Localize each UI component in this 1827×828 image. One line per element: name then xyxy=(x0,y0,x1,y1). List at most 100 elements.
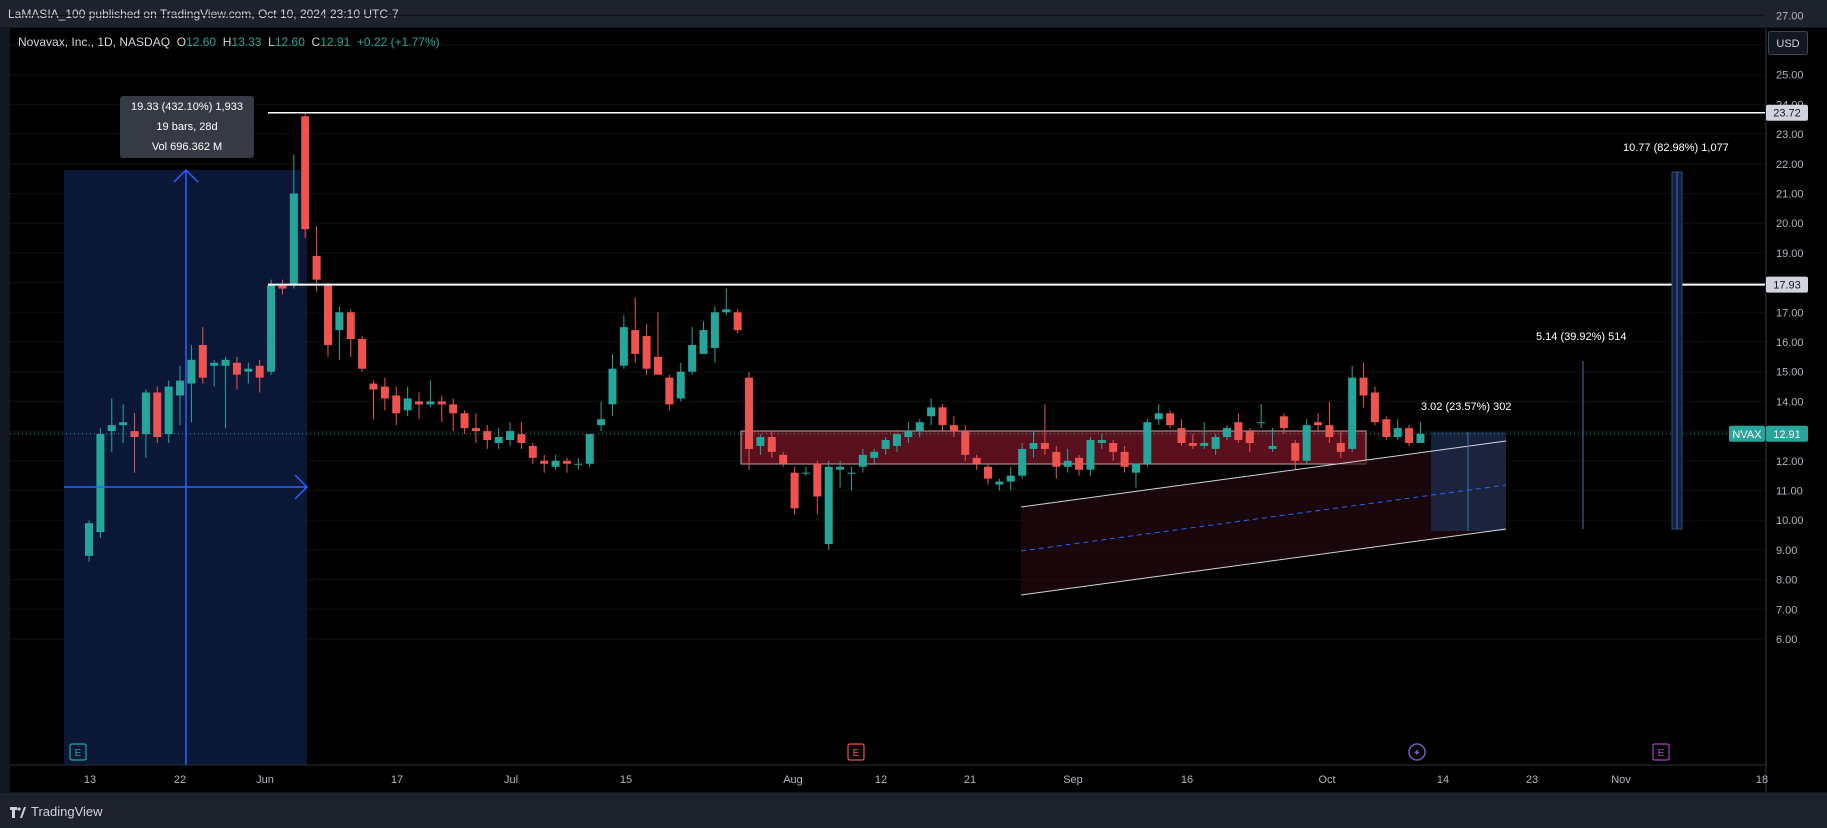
candle-body xyxy=(892,434,901,446)
candle-body xyxy=(574,463,583,465)
earnings-marker-icon xyxy=(1652,743,1670,761)
publish-header: LaMASIA_100 published on TradingView.com… xyxy=(0,0,1827,27)
candle-body xyxy=(767,437,776,452)
tradingview-logo[interactable]: TradingView xyxy=(10,804,103,819)
publish-info: LaMASIA_100 published on TradingView.com… xyxy=(8,7,399,21)
earnings-marker-letter: E xyxy=(1658,748,1665,759)
candle-body xyxy=(984,466,993,479)
tradingview-logo-icon xyxy=(10,806,26,818)
price-tick-label: 19.00 xyxy=(1776,248,1804,260)
candle-body xyxy=(1257,422,1266,424)
candle-body xyxy=(1131,463,1140,473)
time-tick-label: 15 xyxy=(620,774,632,786)
measure-label-1: 10.77 (82.98%) 1,077 xyxy=(1623,142,1729,154)
earnings-marker-icon xyxy=(69,743,87,761)
candle-body xyxy=(710,312,719,348)
price-tick-label: 6.00 xyxy=(1776,634,1797,646)
candle-body xyxy=(927,407,936,417)
level-badge-high xyxy=(1766,104,1808,121)
candle-body xyxy=(528,445,537,458)
time-tick-label: 23 xyxy=(1526,774,1538,786)
close-value: 12.91 xyxy=(320,35,351,49)
candle-body xyxy=(847,472,856,474)
candle-body xyxy=(346,312,355,340)
low-value: 12.60 xyxy=(274,35,305,49)
candle-body xyxy=(221,359,230,366)
candle-body xyxy=(801,472,810,474)
candle-body xyxy=(722,309,731,313)
candle-body xyxy=(449,404,458,414)
price-tick-label: 27.00 xyxy=(1776,10,1804,22)
candle-body xyxy=(437,401,446,405)
candle-body xyxy=(244,368,253,372)
currency-button[interactable]: USD xyxy=(1768,31,1808,55)
high-label: H xyxy=(222,35,232,49)
time-tick-label: Oct xyxy=(1318,774,1335,786)
candle-body xyxy=(745,377,754,449)
channel-lower-line xyxy=(1020,528,1507,596)
candle-body xyxy=(904,431,913,438)
candle-body xyxy=(1120,451,1129,467)
dividend-marker-glyph: ✦ xyxy=(1413,748,1421,759)
open-value: 12.60 xyxy=(186,35,217,49)
symbol-legend[interactable]: Novavax, Inc., 1D, NASDAQ O12.60 H13.33 … xyxy=(18,35,440,49)
candle-body xyxy=(210,362,219,366)
candle-body xyxy=(1314,422,1323,426)
candle-body xyxy=(1200,442,1209,446)
change-value: +0.22 (+1.77%) xyxy=(356,35,440,49)
candle-body xyxy=(585,434,594,464)
candle-body xyxy=(824,466,833,544)
price-tick-label: 20.00 xyxy=(1776,218,1804,230)
time-tick-label: 17 xyxy=(391,774,403,786)
candle-body xyxy=(1223,428,1231,438)
candle-body xyxy=(654,356,662,375)
dividend-marker-icon xyxy=(1408,743,1426,761)
candles-layer xyxy=(85,113,1425,562)
candle-body xyxy=(642,336,651,369)
candle-body xyxy=(1154,413,1163,420)
level-badge-mid xyxy=(1766,276,1808,293)
candle-body xyxy=(187,359,196,384)
candle-body xyxy=(1052,451,1061,467)
measure-tooltip: 19.33 (432.10%) 1,933 19 bars, 28d Vol 6… xyxy=(120,96,254,158)
candle-body xyxy=(881,440,890,449)
candle-body xyxy=(688,344,697,372)
time-tick-label: 16 xyxy=(1181,774,1193,786)
symbol-title: Novavax, Inc., 1D, NASDAQ xyxy=(18,35,171,49)
price-tick-label: 22.00 xyxy=(1776,159,1804,171)
candle-body xyxy=(1188,442,1197,446)
ticker-badge-text: NVAX xyxy=(1732,429,1762,441)
candle-body xyxy=(267,285,276,372)
candle-body xyxy=(972,457,981,464)
candle-body xyxy=(961,431,970,455)
price-tick-label: 12.00 xyxy=(1776,456,1804,468)
candle-body xyxy=(1086,440,1095,470)
candle-body xyxy=(676,371,685,399)
time-tick-label: Jun xyxy=(256,774,274,786)
candle-body xyxy=(517,434,526,443)
candle-body xyxy=(1075,457,1084,470)
candle-body xyxy=(85,523,93,556)
measure-tooltip-volume: Vol 696.362 M xyxy=(151,141,223,153)
candle-body xyxy=(870,451,879,458)
candle-body xyxy=(369,383,378,390)
axes-layer: 27.0026.0025.0024.0023.0022.0021.0020.00… xyxy=(10,10,1808,792)
candle-body xyxy=(415,401,424,405)
price-tick-label: 10.00 xyxy=(1776,515,1804,527)
price-tick-label: 15.00 xyxy=(1776,367,1804,379)
candle-body xyxy=(335,312,344,331)
candle-body xyxy=(1029,442,1038,449)
candle-body xyxy=(1336,442,1345,452)
candle-body xyxy=(995,481,1004,485)
measure-arrow-head-up xyxy=(173,168,199,183)
time-tick-label: 18 xyxy=(1756,774,1768,786)
candle-body xyxy=(176,380,185,396)
candle-body xyxy=(1268,445,1277,449)
candle-body xyxy=(1177,428,1186,443)
candle-body xyxy=(836,466,845,470)
candle-body xyxy=(551,460,560,467)
candle-body xyxy=(289,193,298,286)
candle-body xyxy=(699,330,708,354)
candle-body xyxy=(1245,431,1254,443)
